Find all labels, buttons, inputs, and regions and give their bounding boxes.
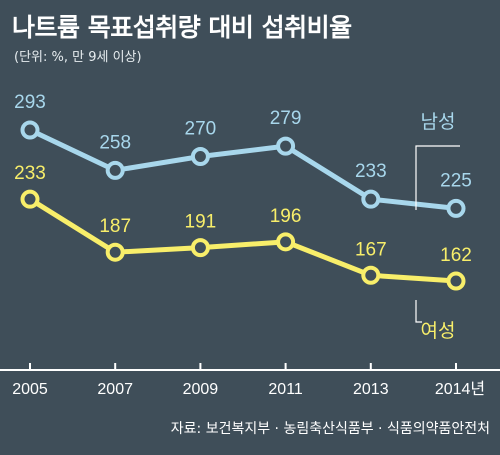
data-label: 167	[355, 239, 387, 260]
data-point	[105, 160, 125, 180]
legend-bracket-male	[415, 145, 460, 210]
series-label-female: 여성	[421, 320, 456, 342]
data-point	[361, 189, 381, 209]
data-label: 196	[270, 206, 302, 227]
x-tick-label: 2009	[183, 381, 219, 398]
data-label: 293	[14, 92, 46, 113]
data-label: 225	[440, 170, 472, 191]
data-point	[276, 232, 296, 252]
x-tick-label: 2011	[268, 381, 303, 398]
data-label: 233	[14, 163, 46, 184]
source-note: 자료: 보건복지부 · 농림축산식품부 · 식품의약품안전처	[170, 421, 490, 437]
data-point	[361, 265, 381, 285]
data-point	[105, 242, 125, 262]
series-label-male: 남성	[421, 111, 456, 133]
data-label: 191	[185, 212, 217, 233]
series-line-0	[27, 127, 459, 211]
data-point	[446, 271, 466, 291]
legend-bracket-female	[415, 300, 422, 323]
data-label: 270	[185, 119, 217, 140]
data-label: 187	[99, 216, 131, 237]
data-label: 233	[355, 161, 387, 182]
data-point	[190, 238, 210, 258]
x-tick-label: 2005	[12, 381, 48, 398]
x-tick-label: 2014년	[435, 380, 485, 398]
data-point	[20, 189, 40, 209]
data-point	[190, 147, 210, 167]
chart-title: 나트륨 목표섭취량 대비 섭취비율	[12, 13, 352, 42]
series-line-1	[27, 196, 459, 284]
data-point	[20, 120, 40, 140]
chart-subtitle: (단위: %, 만 9세 이상)	[14, 50, 142, 65]
data-label: 279	[270, 108, 302, 129]
data-label: 258	[99, 132, 131, 153]
data-label: 162	[440, 245, 472, 266]
data-point	[276, 136, 296, 156]
x-tick-label: 2013	[353, 381, 389, 398]
data-point	[446, 198, 466, 218]
x-tick-label: 2007	[97, 381, 133, 398]
